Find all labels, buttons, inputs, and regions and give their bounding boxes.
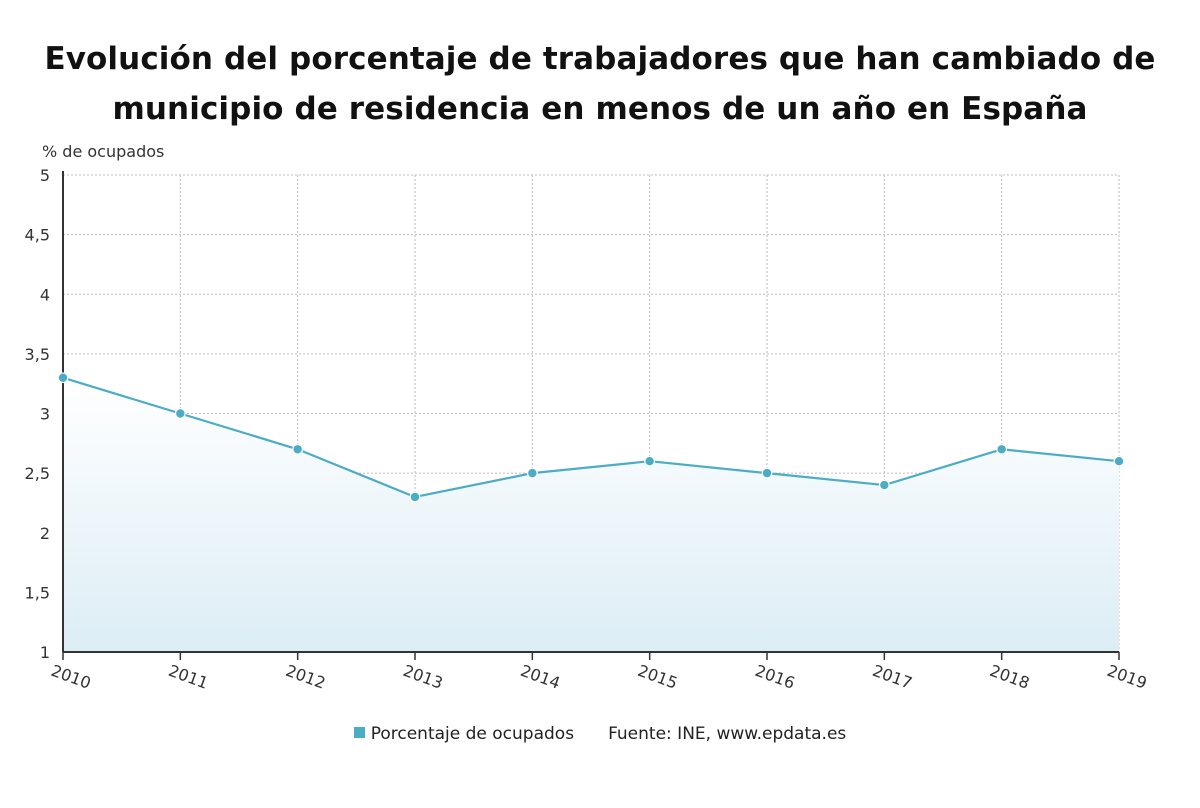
series-area [63, 377, 1119, 652]
data-points [57, 372, 1125, 503]
legend-swatch [353, 726, 365, 738]
y-tick-label: 4,5 [25, 226, 50, 245]
data-point-2012 [292, 443, 304, 455]
y-tick-label: 5 [40, 166, 50, 185]
legend-series-label: Porcentaje de ocupados [370, 724, 575, 744]
y-tick-label: 2 [40, 524, 50, 543]
x-tick-label: 2018 [987, 661, 1032, 693]
data-point-2018 [996, 443, 1008, 455]
source-text: Fuente: INE, www.epdata.es [608, 724, 847, 744]
series-line [62, 376, 1120, 499]
data-point-2010 [57, 372, 69, 384]
x-tick-labels: 2010 2011 2012 2013 2014 2015 2016 2017 2018 2019 [49, 661, 1150, 693]
x-tick-label: 2012 [283, 661, 328, 693]
x-tick-label: 2016 [753, 661, 798, 693]
y-tick-label: 1,5 [25, 583, 50, 602]
legend: Porcentaje de ocupados Fuente: INE, www.e… [0, 724, 1200, 744]
y-tick-label: 1 [40, 643, 50, 662]
chart-title-line-1: Evolución del porcentaje de trabajadores… [44, 41, 1156, 77]
x-tick-label: 2014 [518, 661, 563, 693]
x-tick-label: 2013 [401, 661, 446, 693]
chart-title-line-2: municipio de residencia en menos de un a… [112, 91, 1088, 127]
x-tick-label: 2017 [870, 661, 915, 693]
chart-title: Evolución del porcentaje de trabajadores… [0, 34, 1200, 134]
data-point-2011 [174, 408, 186, 419]
x-tick-label: 2015 [635, 661, 680, 693]
data-point-2014 [526, 467, 538, 479]
y-tick-label: 2,5 [25, 464, 50, 483]
data-point-2019 [1113, 455, 1125, 467]
y-tick-labels: 1 1,5 2 2,5 3 3,5 4 4,5 5 [25, 166, 50, 662]
axes [62, 171, 1120, 660]
series-line-layer [62, 376, 1120, 499]
data-point-2015 [644, 455, 656, 467]
x-tick-label: 2011 [166, 661, 211, 693]
y-axis-label: % de ocupados [42, 142, 165, 161]
y-tick-label: 4 [40, 285, 50, 304]
x-tick-label: 2010 [49, 661, 94, 693]
data-point-2017 [878, 479, 890, 491]
area-fill-layer [63, 377, 1119, 652]
y-tick-label: 3 [40, 405, 50, 424]
data-point-2016 [761, 467, 773, 479]
data-point-2013 [409, 491, 421, 503]
x-tick-label: 2019 [1105, 661, 1150, 693]
y-tick-label: 3,5 [25, 345, 50, 364]
